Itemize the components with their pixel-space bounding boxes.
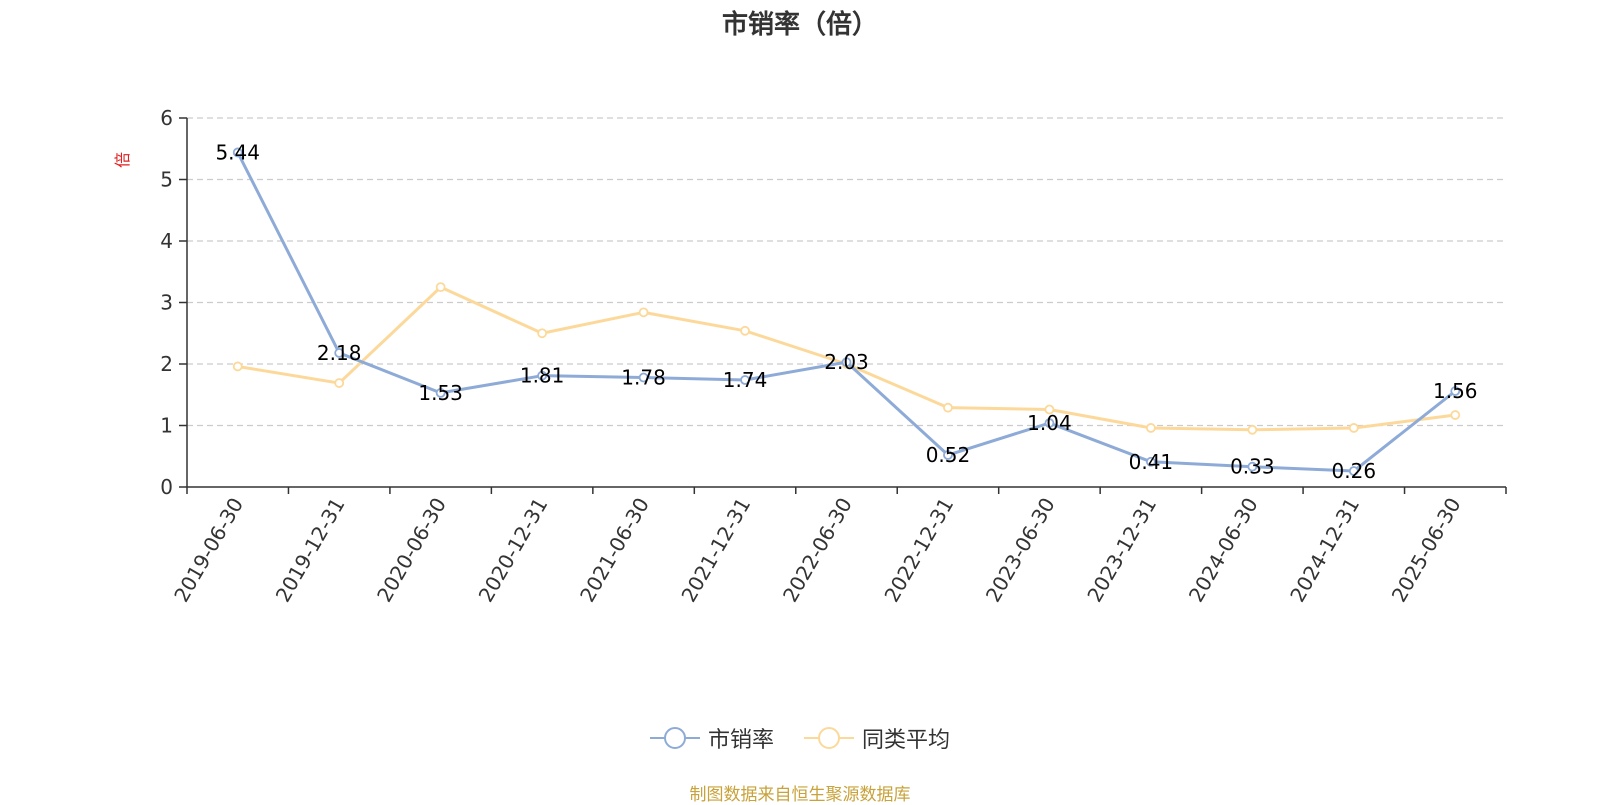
legend-swatch-0-icon	[649, 727, 700, 749]
series-1-point-8	[1044, 404, 1055, 415]
series-0-point-9	[1145, 456, 1156, 467]
data-label-11: 0.26	[1332, 459, 1377, 483]
x-tick-label-6: 2022-06-30	[778, 494, 857, 607]
series-0-point-7	[943, 450, 953, 460]
chart-title: 市销率（倍）	[721, 10, 878, 40]
y-tick-label-3: 3	[160, 291, 173, 315]
x-tick-label-10: 2024-06-30	[1184, 494, 1263, 607]
data-label-8: 1.04	[1027, 411, 1072, 435]
series-0-point-12	[1450, 386, 1461, 396]
series-1-point-3	[537, 328, 548, 339]
x-tick-label-12: 2025-06-30	[1387, 494, 1466, 607]
legend-swatch-circle-0	[663, 727, 686, 749]
series-1-point-7	[943, 402, 953, 413]
series-0-point-6	[841, 357, 852, 368]
legend-swatch-circle-1	[818, 727, 840, 749]
y-tick-label-0: 0	[160, 475, 173, 499]
x-tick-label-3: 2020-12-31	[474, 494, 553, 607]
legend-label-0: 市销率	[707, 728, 774, 753]
data-label-6: 2.03	[824, 350, 869, 374]
data-label-10: 0.33	[1230, 455, 1275, 479]
series-0-point-2	[435, 388, 446, 398]
x-tick-label-9: 2023-12-31	[1082, 494, 1161, 607]
data-label-7: 0.52	[926, 443, 971, 467]
series-0-point-5	[740, 375, 750, 385]
grid-lines	[187, 117, 1506, 427]
x-tick-label-5: 2021-12-31	[676, 494, 755, 607]
series-1-point-11	[1348, 423, 1359, 433]
series-layer	[232, 147, 1461, 476]
data-labels: 5.44 2.18 1.53 1.81 1.78 1.74 2.03 0.52 1.04 0.41…	[215, 140, 1477, 483]
y-axis-unit-label: 倍	[113, 152, 132, 168]
series-0-point-10	[1247, 461, 1258, 472]
x-tick-label-8: 2023-06-30	[981, 494, 1060, 607]
x-tick-label-11: 2024-12-31	[1285, 494, 1364, 607]
legend-item-1[interactable]: 同类平均	[804, 722, 950, 754]
series-line-0	[236, 151, 1457, 473]
data-label-0: 5.44	[215, 140, 260, 164]
data-label-5: 1.74	[723, 368, 768, 392]
series-1-point-4	[638, 307, 649, 318]
series-0-point-3	[537, 370, 548, 381]
x-tick-label-4: 2021-06-30	[575, 494, 654, 607]
series-1-point-2	[435, 282, 446, 293]
series-0-point-11	[1348, 466, 1359, 476]
data-label-9: 0.41	[1129, 450, 1174, 474]
series-1-point-9	[1145, 423, 1156, 433]
source-note: 制图数据来自恒生聚源数据库	[689, 785, 911, 805]
series-0-point-8	[1044, 418, 1055, 428]
series-1-point-0	[232, 361, 243, 372]
data-label-2: 1.53	[418, 381, 463, 405]
data-label-1: 2.18	[317, 341, 362, 365]
series-1-point-5	[740, 325, 750, 336]
legend-label-1: 同类平均	[862, 728, 951, 753]
x-tick-label-7: 2022-12-31	[879, 494, 958, 607]
y-tick-label-6: 6	[160, 106, 173, 130]
series-0-point-0	[232, 147, 243, 158]
x-tick-label-1: 2019-12-31	[271, 494, 350, 607]
x-tick-label-2: 2020-06-30	[372, 493, 451, 606]
y-tick-label-1: 1	[160, 414, 173, 438]
series-1-point-12	[1450, 410, 1461, 420]
series-0-point-1	[334, 348, 345, 358]
y-tick-label-5: 5	[160, 168, 173, 192]
data-label-12: 1.56	[1433, 379, 1478, 403]
y-tick-label-2: 2	[160, 352, 173, 376]
legend: 市销率 同类平均	[0, 722, 1600, 754]
legend-swatch-1-icon	[804, 727, 854, 749]
data-label-4: 1.78	[621, 366, 666, 390]
x-tick-label-0: 2019-06-30	[169, 494, 248, 607]
series-1-point-10	[1247, 424, 1258, 435]
series-1-point-1	[334, 378, 345, 388]
y-tick-label-4: 4	[160, 229, 173, 253]
legend-item-0[interactable]: 市销率	[649, 722, 774, 754]
series-0-point-4	[638, 372, 649, 383]
data-label-3: 1.81	[520, 364, 565, 388]
